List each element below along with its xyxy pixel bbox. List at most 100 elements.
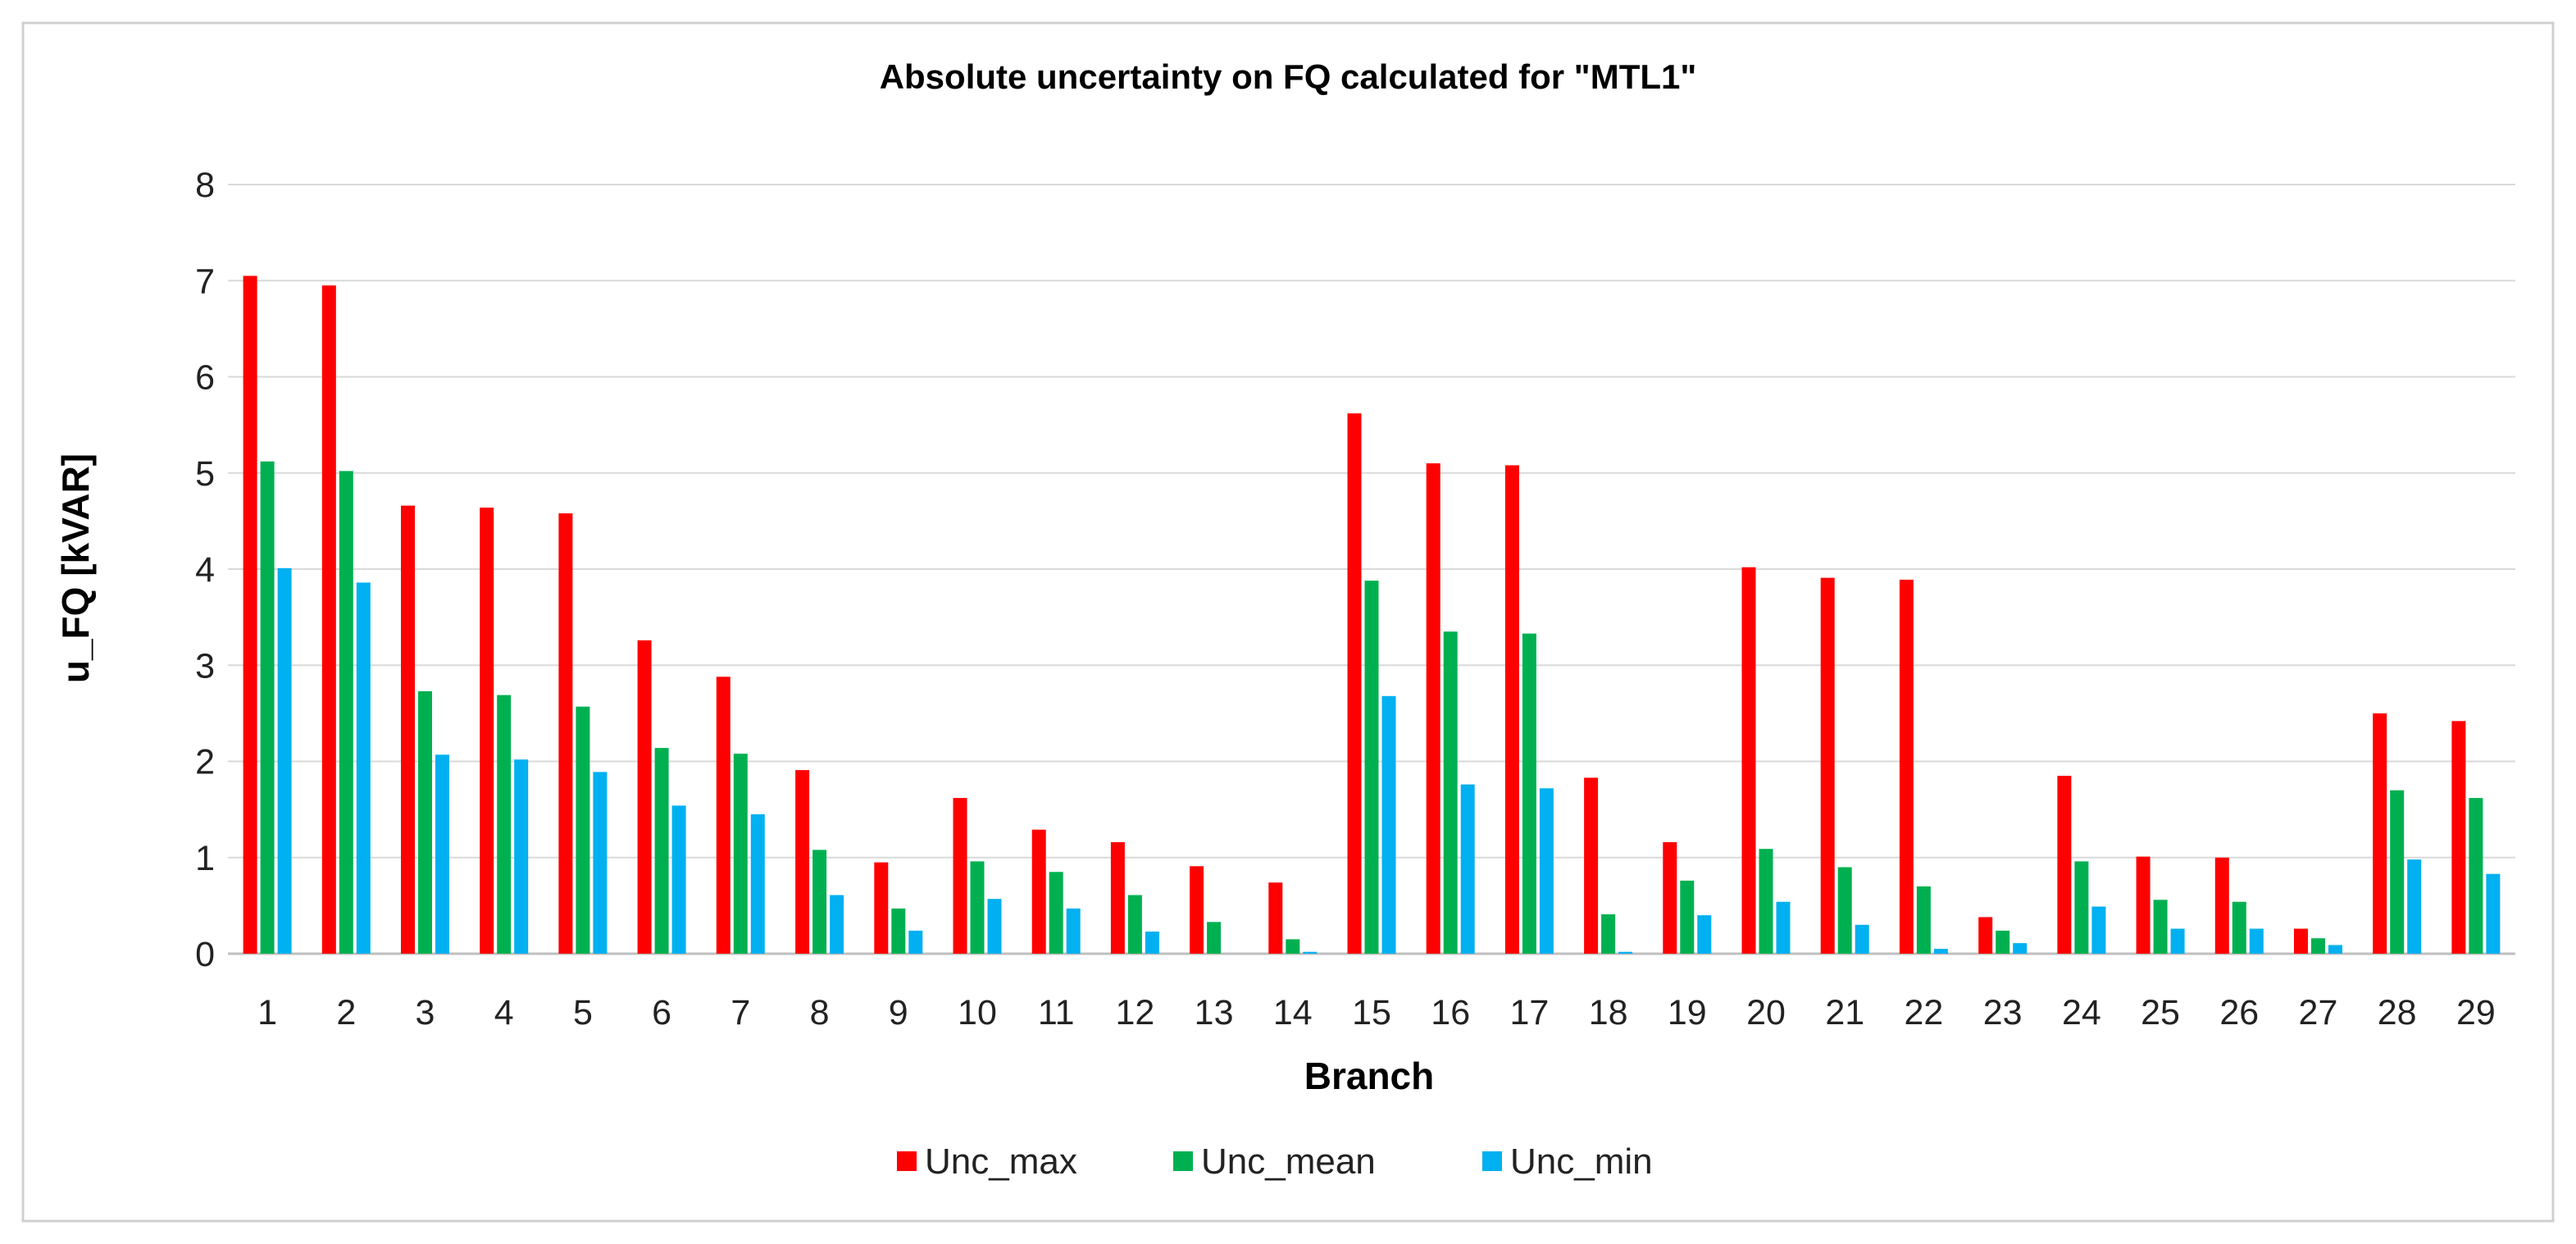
bar-unc-min-branch-29 (2486, 873, 2501, 954)
bar-unc-max-branch-12 (1110, 842, 1125, 954)
bar-unc-max-branch-15 (1347, 413, 1362, 955)
bar-unc-min-branch-23 (2013, 943, 2028, 954)
bar-unc-mean-branch-8 (812, 850, 827, 954)
x-tick-label: 23 (1983, 993, 2023, 1032)
bar-unc-max-branch-6 (637, 640, 652, 954)
bar-unc-mean-branch-18 (1601, 914, 1616, 954)
bar-unc-min-branch-1 (277, 567, 292, 954)
bar-unc-max-branch-2 (321, 285, 336, 955)
bar-unc-min-branch-28 (2407, 859, 2422, 954)
bar-unc-max-branch-19 (1663, 842, 1677, 954)
bar-unc-min-branch-15 (1381, 695, 1396, 954)
bar-unc-min-branch-25 (2170, 928, 2185, 954)
x-tick-label: 29 (2456, 993, 2496, 1032)
x-tick-labels: 1 2 3 4 5 6 7 8 9 10 11 12 13 14 15 16 17 18 19 20 21 22 23 24 2… (257, 993, 2496, 1032)
bar-unc-mean-branch-4 (497, 695, 512, 954)
bar-unc-mean-branch-10 (970, 861, 985, 954)
x-tick-label: 9 (889, 993, 908, 1032)
bar-unc-min-branch-3 (435, 754, 449, 954)
chart-title: Absolute uncertainty on FQ calculated fo… (880, 57, 1697, 96)
bar-unc-mean-branch-6 (654, 748, 669, 954)
bar-unc-max-branch-4 (480, 508, 494, 954)
bar-unc-min-branch-8 (830, 895, 844, 954)
bar-unc-max-branch-29 (2451, 721, 2466, 954)
bar-unc-mean-branch-15 (1364, 581, 1379, 954)
bar-unc-mean-branch-14 (1286, 939, 1300, 954)
x-tick-label: 24 (2062, 993, 2101, 1032)
bar-unc-min-branch-20 (1776, 901, 1791, 954)
x-tick-label: 16 (1431, 993, 1470, 1032)
bar-unc-mean-branch-21 (1837, 867, 1852, 954)
x-tick-label: 19 (1668, 993, 1707, 1032)
y-tick-label: 8 (195, 166, 215, 205)
bar-unc-min-branch-5 (593, 772, 608, 954)
x-tick-label: 6 (652, 993, 671, 1032)
y-tick-label: 7 (195, 262, 215, 301)
x-tick-label: 8 (810, 993, 830, 1032)
y-tick-label: 4 (195, 550, 215, 590)
bar-unc-max-branch-27 (2294, 928, 2308, 954)
x-tick-label: 7 (730, 993, 750, 1032)
x-tick-label: 22 (1905, 993, 1944, 1032)
bar-unc-max-branch-18 (1584, 777, 1599, 954)
x-tick-label: 21 (1825, 993, 1864, 1032)
bar-unc-max-branch-23 (1978, 917, 1993, 954)
bar-unc-min-branch-4 (514, 759, 529, 954)
bar-unc-min-branch-12 (1145, 932, 1159, 954)
bar-unc-mean-branch-28 (2390, 790, 2405, 954)
bar-unc-max-branch-20 (1741, 567, 1756, 954)
bar-unc-min-branch-7 (750, 814, 765, 954)
bar-unc-min-branch-14 (1303, 951, 1318, 954)
bar-unc-max-branch-3 (401, 505, 415, 954)
bar-unc-min-branch-19 (1697, 915, 1712, 954)
x-tick-label: 14 (1273, 993, 1313, 1032)
x-tick-label: 20 (1746, 993, 1786, 1032)
legend-swatch-unc-max (897, 1151, 917, 1171)
bar-unc-min-branch-2 (356, 582, 371, 954)
bar-unc-max-branch-26 (2214, 857, 2229, 955)
bar-unc-mean-branch-27 (2311, 938, 2325, 954)
bar-unc-max-branch-24 (2057, 776, 2072, 954)
bar-unc-min-branch-17 (1539, 788, 1554, 954)
bar-unc-min-branch-26 (2249, 928, 2264, 954)
bar-unc-max-branch-11 (1031, 829, 1046, 954)
bar-unc-mean-branch-9 (891, 908, 906, 954)
y-tick-label: 1 (195, 839, 215, 878)
bar-unc-mean-branch-17 (1522, 633, 1536, 954)
x-tick-label: 15 (1352, 993, 1391, 1032)
bar-unc-max-branch-5 (558, 513, 573, 954)
bar-unc-min-branch-21 (1855, 924, 1869, 954)
bar-unc-mean-branch-1 (260, 461, 275, 954)
y-tick-label: 2 (195, 743, 215, 782)
bar-unc-min-branch-6 (671, 805, 686, 954)
bar-unc-mean-branch-13 (1207, 922, 1222, 954)
bar-unc-mean-branch-16 (1443, 631, 1458, 954)
y-axis-title: u_FQ [kVAR] (54, 453, 97, 683)
bar-unc-min-branch-9 (908, 930, 923, 954)
bar-unc-mean-branch-22 (1916, 886, 1931, 954)
bar-unc-mean-branch-29 (2469, 798, 2483, 954)
bar-unc-mean-branch-7 (733, 754, 748, 954)
legend-label-unc-min: Unc_min (1510, 1141, 1653, 1182)
bar-unc-max-branch-9 (874, 862, 889, 954)
y-tick-label: 3 (195, 646, 215, 686)
x-tick-label: 5 (573, 993, 593, 1032)
bar-unc-max-branch-16 (1426, 463, 1440, 954)
x-tick-label: 13 (1195, 993, 1234, 1032)
y-tick-labels: 0 1 2 3 4 5 6 7 8 (195, 166, 215, 974)
bar-unc-mean-branch-3 (418, 690, 432, 954)
bar-unc-mean-branch-11 (1049, 872, 1063, 954)
legend-label-unc-mean: Unc_mean (1201, 1141, 1376, 1182)
bar-unc-mean-branch-25 (2153, 900, 2168, 954)
bar-unc-max-branch-17 (1504, 465, 1519, 954)
x-tick-label: 12 (1115, 993, 1154, 1032)
bar-unc-min-branch-11 (1066, 908, 1081, 954)
chart-border (21, 21, 2555, 1223)
bar-unc-max-branch-13 (1190, 866, 1204, 954)
legend-swatch-unc-min (1482, 1151, 1502, 1171)
bar-unc-max-branch-14 (1268, 882, 1283, 954)
bar-unc-min-branch-27 (2328, 945, 2342, 954)
bar-unc-max-branch-1 (243, 276, 257, 954)
